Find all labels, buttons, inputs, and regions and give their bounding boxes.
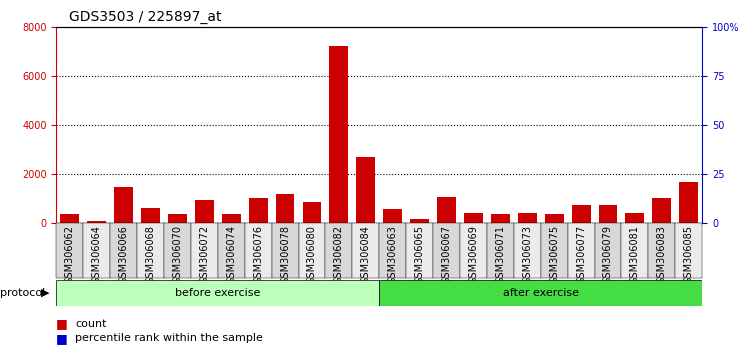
Bar bbox=[410, 219, 429, 223]
Bar bbox=[544, 214, 563, 223]
Bar bbox=[137, 223, 164, 278]
Text: protocol: protocol bbox=[0, 288, 45, 298]
Text: GSM306082: GSM306082 bbox=[334, 225, 344, 284]
Text: ■: ■ bbox=[56, 318, 68, 330]
Text: GSM306084: GSM306084 bbox=[360, 225, 371, 284]
Text: GSM306085: GSM306085 bbox=[683, 225, 694, 284]
Text: GSM306077: GSM306077 bbox=[576, 225, 586, 284]
Bar bbox=[595, 223, 622, 278]
Bar bbox=[299, 223, 325, 278]
Bar bbox=[518, 213, 537, 223]
Bar bbox=[56, 223, 83, 278]
Text: ▶: ▶ bbox=[41, 288, 50, 298]
Text: GSM306071: GSM306071 bbox=[496, 225, 505, 284]
Text: GSM306068: GSM306068 bbox=[146, 225, 155, 284]
Text: GSM306069: GSM306069 bbox=[469, 225, 478, 284]
Bar bbox=[383, 209, 402, 223]
Bar bbox=[379, 280, 702, 306]
Text: after exercise: after exercise bbox=[502, 288, 579, 298]
Text: GSM306070: GSM306070 bbox=[173, 225, 182, 284]
Bar bbox=[514, 223, 541, 278]
Text: GSM306074: GSM306074 bbox=[226, 225, 237, 284]
Text: GSM306079: GSM306079 bbox=[603, 225, 613, 284]
Text: before exercise: before exercise bbox=[175, 288, 261, 298]
Text: ■: ■ bbox=[56, 332, 68, 344]
Bar bbox=[141, 208, 160, 223]
Bar bbox=[648, 223, 675, 278]
Text: GSM306078: GSM306078 bbox=[280, 225, 290, 284]
Bar bbox=[222, 214, 240, 223]
Bar bbox=[406, 223, 433, 278]
Bar bbox=[626, 213, 644, 223]
Text: GSM306083: GSM306083 bbox=[657, 225, 667, 284]
Text: GSM306076: GSM306076 bbox=[253, 225, 263, 284]
Bar bbox=[110, 223, 137, 278]
Bar bbox=[276, 194, 294, 223]
Bar bbox=[680, 183, 698, 223]
Bar bbox=[379, 223, 406, 278]
Text: GSM306067: GSM306067 bbox=[442, 225, 451, 284]
Bar bbox=[191, 223, 218, 278]
Bar bbox=[491, 214, 510, 223]
Bar bbox=[60, 215, 79, 223]
Bar bbox=[83, 223, 110, 278]
Bar bbox=[487, 223, 514, 278]
Bar bbox=[357, 157, 376, 223]
Text: GSM306080: GSM306080 bbox=[307, 225, 317, 284]
Bar bbox=[572, 205, 590, 223]
Bar bbox=[249, 198, 267, 223]
Text: GSM306065: GSM306065 bbox=[415, 225, 424, 284]
Bar bbox=[87, 221, 106, 223]
Text: GSM306081: GSM306081 bbox=[630, 225, 640, 284]
Bar bbox=[568, 223, 595, 278]
Bar bbox=[245, 223, 272, 278]
Bar bbox=[272, 223, 299, 278]
Text: GSM306064: GSM306064 bbox=[92, 225, 101, 284]
Bar bbox=[460, 223, 487, 278]
Text: GSM306062: GSM306062 bbox=[65, 225, 75, 284]
Text: count: count bbox=[75, 319, 107, 329]
Bar bbox=[622, 223, 648, 278]
Bar bbox=[218, 223, 245, 278]
Bar bbox=[56, 280, 379, 306]
Bar bbox=[653, 199, 671, 223]
Text: GSM306063: GSM306063 bbox=[388, 225, 398, 284]
Bar bbox=[352, 223, 379, 278]
Bar bbox=[675, 223, 702, 278]
Text: percentile rank within the sample: percentile rank within the sample bbox=[75, 333, 263, 343]
Bar bbox=[541, 223, 568, 278]
Bar bbox=[433, 223, 460, 278]
Bar bbox=[303, 202, 321, 223]
Text: GSM306073: GSM306073 bbox=[522, 225, 532, 284]
Bar bbox=[599, 205, 617, 223]
Bar bbox=[437, 196, 456, 223]
Bar bbox=[168, 215, 187, 223]
Bar bbox=[464, 213, 483, 223]
Bar bbox=[325, 223, 352, 278]
Text: GSM306075: GSM306075 bbox=[549, 225, 559, 284]
Text: GSM306066: GSM306066 bbox=[119, 225, 128, 284]
Bar bbox=[114, 187, 133, 223]
Bar bbox=[330, 46, 348, 223]
Text: GDS3503 / 225897_at: GDS3503 / 225897_at bbox=[69, 10, 222, 24]
Bar bbox=[195, 200, 214, 223]
Text: GSM306072: GSM306072 bbox=[199, 225, 210, 284]
Bar bbox=[164, 223, 191, 278]
